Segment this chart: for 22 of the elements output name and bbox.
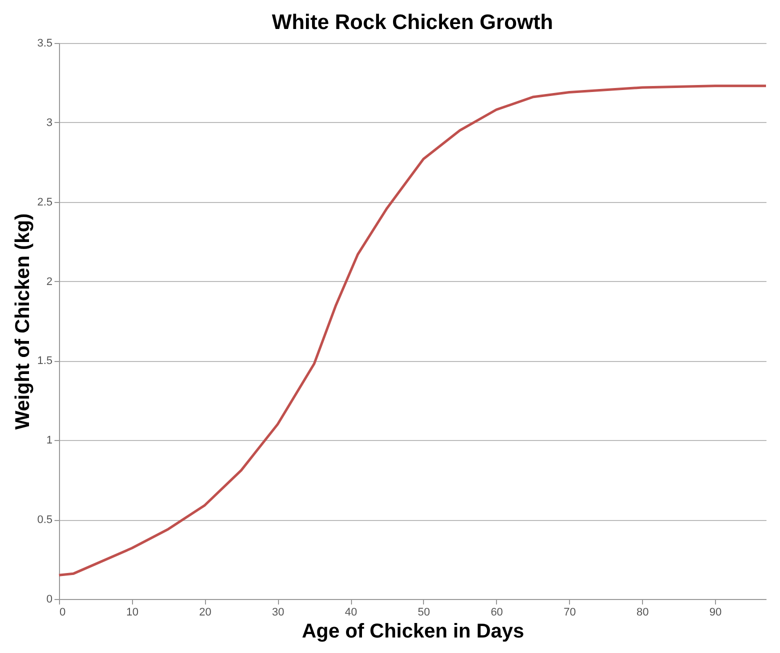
y-tick-label: 3.5 — [37, 38, 52, 50]
x-tick-label: 10 — [126, 606, 139, 618]
y-tick-label: 1.5 — [37, 355, 52, 368]
x-tick-label: 60 — [490, 606, 503, 618]
y-tick-label: 0 — [46, 594, 52, 606]
x-tick-label: 90 — [709, 606, 722, 618]
y-axis-title: Weight of Chicken (kg) — [12, 213, 34, 430]
chart-title: White Rock Chicken Growth — [272, 11, 554, 34]
y-tick-label: 3 — [46, 116, 52, 129]
x-tick-label: 50 — [418, 606, 430, 618]
y-tick-label: 2.5 — [37, 196, 52, 208]
x-tick-label: 20 — [199, 606, 212, 618]
x-tick-label: 80 — [636, 606, 649, 618]
line-series — [58, 84, 768, 576]
y-tick-label: 1 — [46, 434, 52, 447]
x-tick-label: 0 — [60, 606, 66, 618]
y-tick-label: 2 — [46, 276, 52, 288]
x-tick-label: 30 — [272, 606, 284, 618]
x-tick-label: 70 — [564, 606, 576, 618]
y-tick-label: 0.5 — [37, 514, 52, 526]
x-tick-label: 40 — [344, 606, 358, 618]
x-axis-title: Age of Chicken in Days — [302, 620, 524, 642]
